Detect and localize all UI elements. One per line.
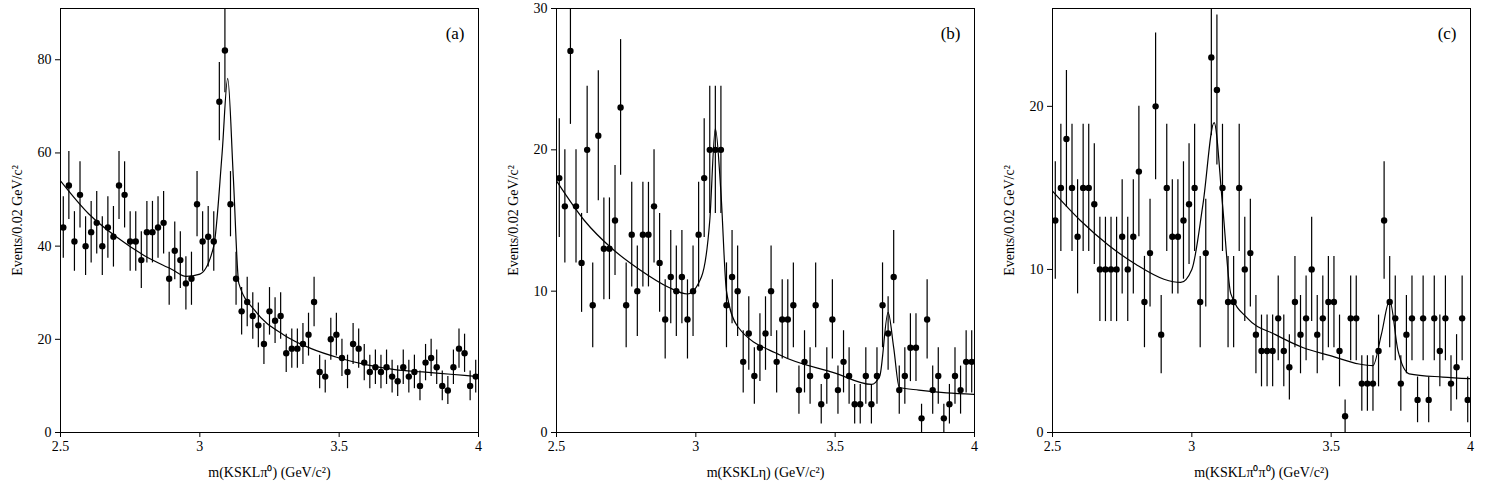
svg-text:Events/0.02 GeV/c²: Events/0.02 GeV/c² — [1002, 165, 1017, 276]
svg-text:m(KSKLη) (GeV/c²): m(KSKLη) (GeV/c²) — [707, 465, 825, 481]
svg-text:20: 20 — [534, 142, 548, 157]
svg-text:(a): (a) — [446, 24, 465, 43]
svg-text:20: 20 — [1030, 99, 1044, 114]
svg-text:m(KSKLπ⁰) (GeV/c²): m(KSKLπ⁰) (GeV/c²) — [208, 465, 331, 481]
svg-text:3.5: 3.5 — [330, 439, 348, 454]
svg-text:Events/0.02 GeV/c²: Events/0.02 GeV/c² — [10, 165, 25, 276]
svg-text:4: 4 — [971, 439, 978, 454]
svg-text:4: 4 — [1467, 439, 1474, 454]
svg-text:10: 10 — [534, 284, 548, 299]
svg-text:60: 60 — [38, 145, 52, 160]
svg-text:(b): (b) — [941, 24, 961, 43]
svg-text:0: 0 — [1037, 425, 1044, 440]
svg-text:80: 80 — [38, 52, 52, 67]
svg-text:3: 3 — [692, 439, 699, 454]
svg-text:3: 3 — [196, 439, 203, 454]
svg-text:4: 4 — [475, 439, 482, 454]
svg-text:2.5: 2.5 — [1044, 439, 1062, 454]
svg-text:40: 40 — [38, 239, 52, 254]
svg-text:3: 3 — [1188, 439, 1195, 454]
svg-text:(c): (c) — [1438, 24, 1457, 43]
svg-text:3.5: 3.5 — [826, 439, 844, 454]
svg-text:30: 30 — [534, 1, 548, 16]
svg-text:0: 0 — [45, 425, 52, 440]
svg-text:Events/0.02 GeV/c²: Events/0.02 GeV/c² — [506, 165, 521, 276]
svg-text:10: 10 — [1030, 262, 1044, 277]
svg-text:20: 20 — [38, 332, 52, 347]
svg-text:2.5: 2.5 — [548, 439, 566, 454]
svg-text:2.5: 2.5 — [52, 439, 70, 454]
svg-text:m(KSKLπ⁰π⁰) (GeV/c²): m(KSKLπ⁰π⁰) (GeV/c²) — [1194, 465, 1329, 481]
svg-text:0: 0 — [541, 425, 548, 440]
svg-text:3.5: 3.5 — [1322, 439, 1340, 454]
